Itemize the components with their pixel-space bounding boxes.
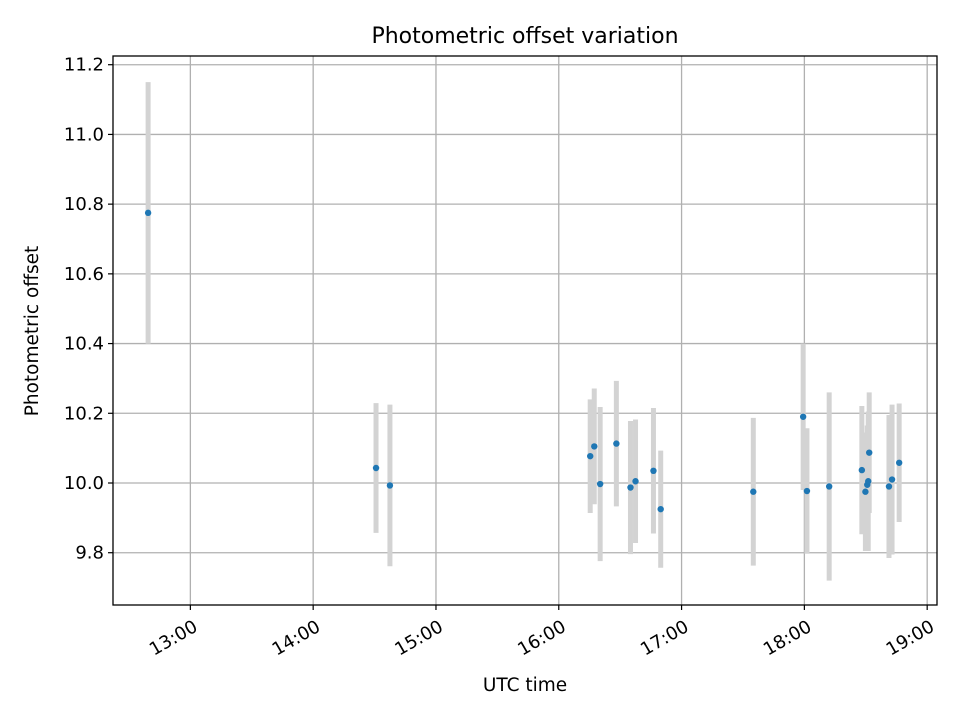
plot-background	[113, 56, 937, 605]
data-point	[372, 464, 380, 472]
data-point	[885, 483, 893, 490]
plot-frame	[112, 55, 938, 606]
x-axis-label: UTC time	[483, 675, 567, 696]
x-tick-label: 18:00	[760, 616, 815, 660]
data-point	[799, 413, 807, 420]
data-point	[888, 476, 896, 483]
grid	[113, 56, 937, 605]
y-tick-label: 11.0	[64, 124, 104, 145]
markers	[144, 209, 903, 513]
chart-title: Photometric offset variation	[371, 24, 678, 49]
y-tick-label: 10.0	[64, 473, 104, 494]
data-point	[591, 443, 598, 450]
data-point	[862, 488, 869, 495]
data-point	[632, 478, 639, 485]
data-point	[825, 483, 833, 490]
y-tick-label: 9.8	[75, 543, 104, 564]
y-tick-label: 10.4	[64, 334, 104, 355]
y-tick-label: 11.2	[64, 55, 104, 76]
data-point	[858, 466, 866, 474]
x-tick-label: 16:00	[514, 616, 569, 660]
data-point	[657, 505, 664, 513]
y-tick-label: 10.2	[64, 403, 104, 424]
y-tick-label: 10.8	[64, 194, 104, 215]
x-tick-label: 15:00	[391, 616, 446, 660]
data-point	[895, 459, 903, 466]
x-tick-label: 13:00	[146, 616, 201, 660]
data-point	[866, 449, 873, 456]
x-tick-label: 14:00	[269, 616, 324, 660]
data-point	[627, 484, 634, 491]
data-point	[386, 482, 394, 489]
data-point	[803, 487, 811, 495]
data-point	[865, 478, 872, 485]
data-point	[596, 480, 604, 488]
data-point	[750, 488, 757, 495]
x-tick-label: 17:00	[637, 616, 692, 660]
x-tick-label: 19:00	[883, 616, 938, 660]
data-point	[144, 209, 152, 217]
data-point	[587, 452, 594, 460]
data-point	[613, 440, 620, 447]
y-axis-label: Photometric offset	[22, 246, 43, 417]
data-point	[650, 467, 657, 474]
y-tick-label: 10.6	[64, 264, 104, 285]
